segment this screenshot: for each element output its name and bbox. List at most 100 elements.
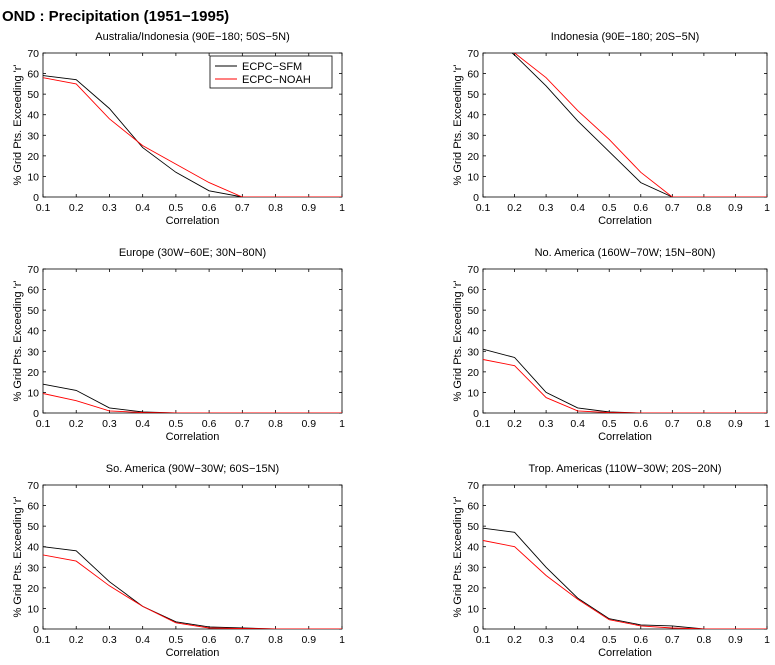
- x-tick-label: 0.7: [665, 202, 680, 214]
- x-tick-label: 0.7: [665, 634, 680, 646]
- series-line-ecpc-noah: [513, 53, 767, 197]
- y-tick-label: 0: [473, 408, 479, 420]
- x-tick-label: 0.8: [268, 202, 283, 214]
- series-line-ecpc-noah: [483, 540, 767, 629]
- x-tick-label: 0.1: [476, 202, 491, 214]
- plot-frame: [482, 52, 768, 198]
- x-tick-label: 0.9: [301, 418, 316, 430]
- x-tick-label: 0.1: [476, 634, 491, 646]
- x-axis-label: Correlation: [598, 431, 652, 443]
- x-tick-label: 0.4: [135, 418, 150, 430]
- x-tick-label: 0.1: [36, 202, 51, 214]
- y-tick-label: 30: [467, 562, 479, 574]
- y-tick-label: 0: [33, 192, 39, 204]
- y-tick-label: 70: [27, 264, 39, 276]
- x-tick-label: 0.4: [135, 202, 150, 214]
- series-group: [43, 546, 342, 629]
- y-tick-label: 30: [467, 346, 479, 358]
- legend-label: ECPC−NOAH: [242, 74, 311, 86]
- y-tick-label: 20: [27, 151, 39, 163]
- x-tick-label: 1: [764, 634, 770, 646]
- x-axis-label: Correlation: [598, 215, 652, 227]
- x-axis-label: Correlation: [598, 647, 652, 659]
- y-tick-label: 0: [473, 192, 479, 204]
- plot-frame: [42, 52, 343, 198]
- series-line-ecpc-sfm: [483, 527, 767, 629]
- chart-panel-4: No. America (160W−70W; 15N−80N) 0.1 0.2 0.3…: [452, 247, 770, 443]
- x-tick-label: 0.8: [697, 418, 712, 430]
- x-tick-label: 0.4: [570, 202, 585, 214]
- y-axis-label: % Grid Pts. Exceeding 'r': [452, 281, 464, 402]
- y-tick-label: 0: [33, 624, 39, 636]
- series-line-ecpc-sfm: [43, 75, 342, 197]
- x-tick-label: 0.6: [202, 202, 217, 214]
- x-tick-label: 0.1: [36, 418, 51, 430]
- x-tick-label: 0.2: [69, 634, 84, 646]
- chart-title: No. America (160W−70W; 15N−80N): [535, 247, 716, 259]
- x-tick-label: 1: [339, 418, 345, 430]
- x-tick-label: 0.5: [602, 202, 617, 214]
- x-tick-label: 0.5: [169, 418, 184, 430]
- series-line-ecpc-noah: [43, 554, 342, 629]
- y-tick-label: 60: [467, 285, 479, 297]
- x-tick-label: 0.4: [135, 634, 150, 646]
- x-axis-label: Correlation: [166, 647, 220, 659]
- y-tick-label: 40: [27, 326, 39, 338]
- x-tick-label: 0.8: [268, 418, 283, 430]
- series-group: [43, 383, 342, 413]
- x-tick-label: 0.5: [602, 634, 617, 646]
- x-tick-label: 0.3: [539, 202, 554, 214]
- x-tick-label: 0.5: [602, 418, 617, 430]
- x-tick-label: 1: [339, 202, 345, 214]
- series-group: [483, 527, 767, 629]
- chart-panel-5: So. America (90W−30W; 60S−15N) 0.1 0.2 0.3 0…: [12, 463, 345, 659]
- legend-box: [209, 55, 333, 89]
- series-group: [43, 75, 342, 197]
- y-tick-label: 20: [27, 583, 39, 595]
- y-axis-label: % Grid Pts. Exceeding 'r': [12, 281, 24, 402]
- chart-title: Indonesia (90E−180; 20S−5N): [551, 31, 700, 43]
- x-tick-label: 0.7: [235, 634, 250, 646]
- x-tick-label: 0.1: [476, 418, 491, 430]
- y-tick-label: 40: [27, 542, 39, 554]
- y-tick-label: 20: [467, 367, 479, 379]
- x-tick-label: 0.9: [728, 418, 743, 430]
- y-tick-label: 10: [467, 603, 479, 615]
- x-tick-label: 0.6: [633, 634, 648, 646]
- x-tick-label: 0.2: [507, 418, 522, 430]
- y-tick-label: 50: [27, 521, 39, 533]
- x-tick-label: 0.3: [539, 634, 554, 646]
- x-tick-label: 0.8: [697, 634, 712, 646]
- chart-title: Trop. Americas (110W−30W; 20S−20N): [529, 463, 722, 475]
- x-tick-label: 0.3: [102, 634, 117, 646]
- y-tick-label: 40: [27, 110, 39, 122]
- legend-label: ECPC−SFM: [242, 61, 302, 73]
- y-tick-label: 60: [27, 501, 39, 513]
- x-tick-label: 0.1: [36, 634, 51, 646]
- x-tick-label: 0.7: [235, 418, 250, 430]
- figure-title: OND : Precipitation (1951−1995): [2, 8, 230, 25]
- y-axis-label: % Grid Pts. Exceeding 'r': [452, 65, 464, 186]
- y-tick-label: 0: [473, 624, 479, 636]
- y-tick-label: 30: [467, 130, 479, 142]
- plot-frame: [42, 268, 343, 414]
- series-line-ecpc-noah: [43, 393, 342, 413]
- y-tick-label: 70: [27, 48, 39, 60]
- y-tick-label: 70: [467, 264, 479, 276]
- x-tick-label: 0.3: [102, 418, 117, 430]
- x-tick-label: 0.2: [507, 202, 522, 214]
- y-tick-label: 60: [27, 285, 39, 297]
- y-tick-label: 60: [27, 69, 39, 81]
- x-tick-label: 0.2: [507, 634, 522, 646]
- x-tick-label: 1: [339, 634, 345, 646]
- y-tick-label: 20: [467, 151, 479, 163]
- chart-panel-6: Trop. Americas (110W−30W; 20S−20N) 0.1 0.2…: [452, 463, 770, 659]
- x-axis-label: Correlation: [166, 215, 220, 227]
- plot-frame: [482, 484, 768, 630]
- y-tick-label: 50: [467, 89, 479, 101]
- y-tick-label: 50: [467, 521, 479, 533]
- x-tick-label: 0.9: [301, 634, 316, 646]
- x-tick-label: 1: [764, 202, 770, 214]
- x-tick-label: 0.7: [665, 418, 680, 430]
